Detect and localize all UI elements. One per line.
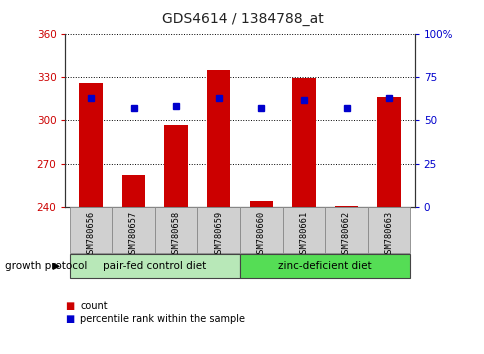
Text: percentile rank within the sample: percentile rank within the sample: [80, 314, 244, 324]
Text: GDS4614 / 1384788_at: GDS4614 / 1384788_at: [161, 12, 323, 27]
Bar: [70, 207, 112, 253]
Bar: [282, 207, 325, 253]
Bar: [325, 207, 367, 253]
Bar: [207, 70, 230, 207]
Text: count: count: [80, 301, 107, 311]
Text: GSM780661: GSM780661: [299, 211, 308, 258]
Bar: [112, 207, 154, 253]
Text: GSM780663: GSM780663: [384, 211, 393, 258]
Text: GSM780660: GSM780660: [257, 211, 265, 258]
Bar: [240, 255, 409, 278]
Bar: [154, 207, 197, 253]
Bar: [240, 207, 282, 253]
Bar: [367, 207, 409, 253]
Text: GSM780659: GSM780659: [214, 211, 223, 258]
Bar: [249, 201, 272, 207]
Text: GSM780657: GSM780657: [129, 211, 138, 258]
Text: ■: ■: [65, 301, 75, 311]
Bar: [70, 255, 240, 278]
Text: pair-fed control diet: pair-fed control diet: [103, 261, 206, 272]
Text: growth protocol: growth protocol: [5, 261, 87, 272]
Bar: [197, 207, 240, 253]
Text: GSM780658: GSM780658: [171, 211, 181, 258]
Bar: [292, 79, 315, 207]
Bar: [121, 175, 145, 207]
Text: GSM780662: GSM780662: [341, 211, 350, 258]
Bar: [79, 83, 103, 207]
Bar: [164, 125, 187, 207]
Text: GSM780656: GSM780656: [86, 211, 95, 258]
Text: ■: ■: [65, 314, 75, 324]
Bar: [377, 97, 400, 207]
Text: zinc-deficient diet: zinc-deficient diet: [278, 261, 371, 272]
Bar: [334, 206, 358, 207]
